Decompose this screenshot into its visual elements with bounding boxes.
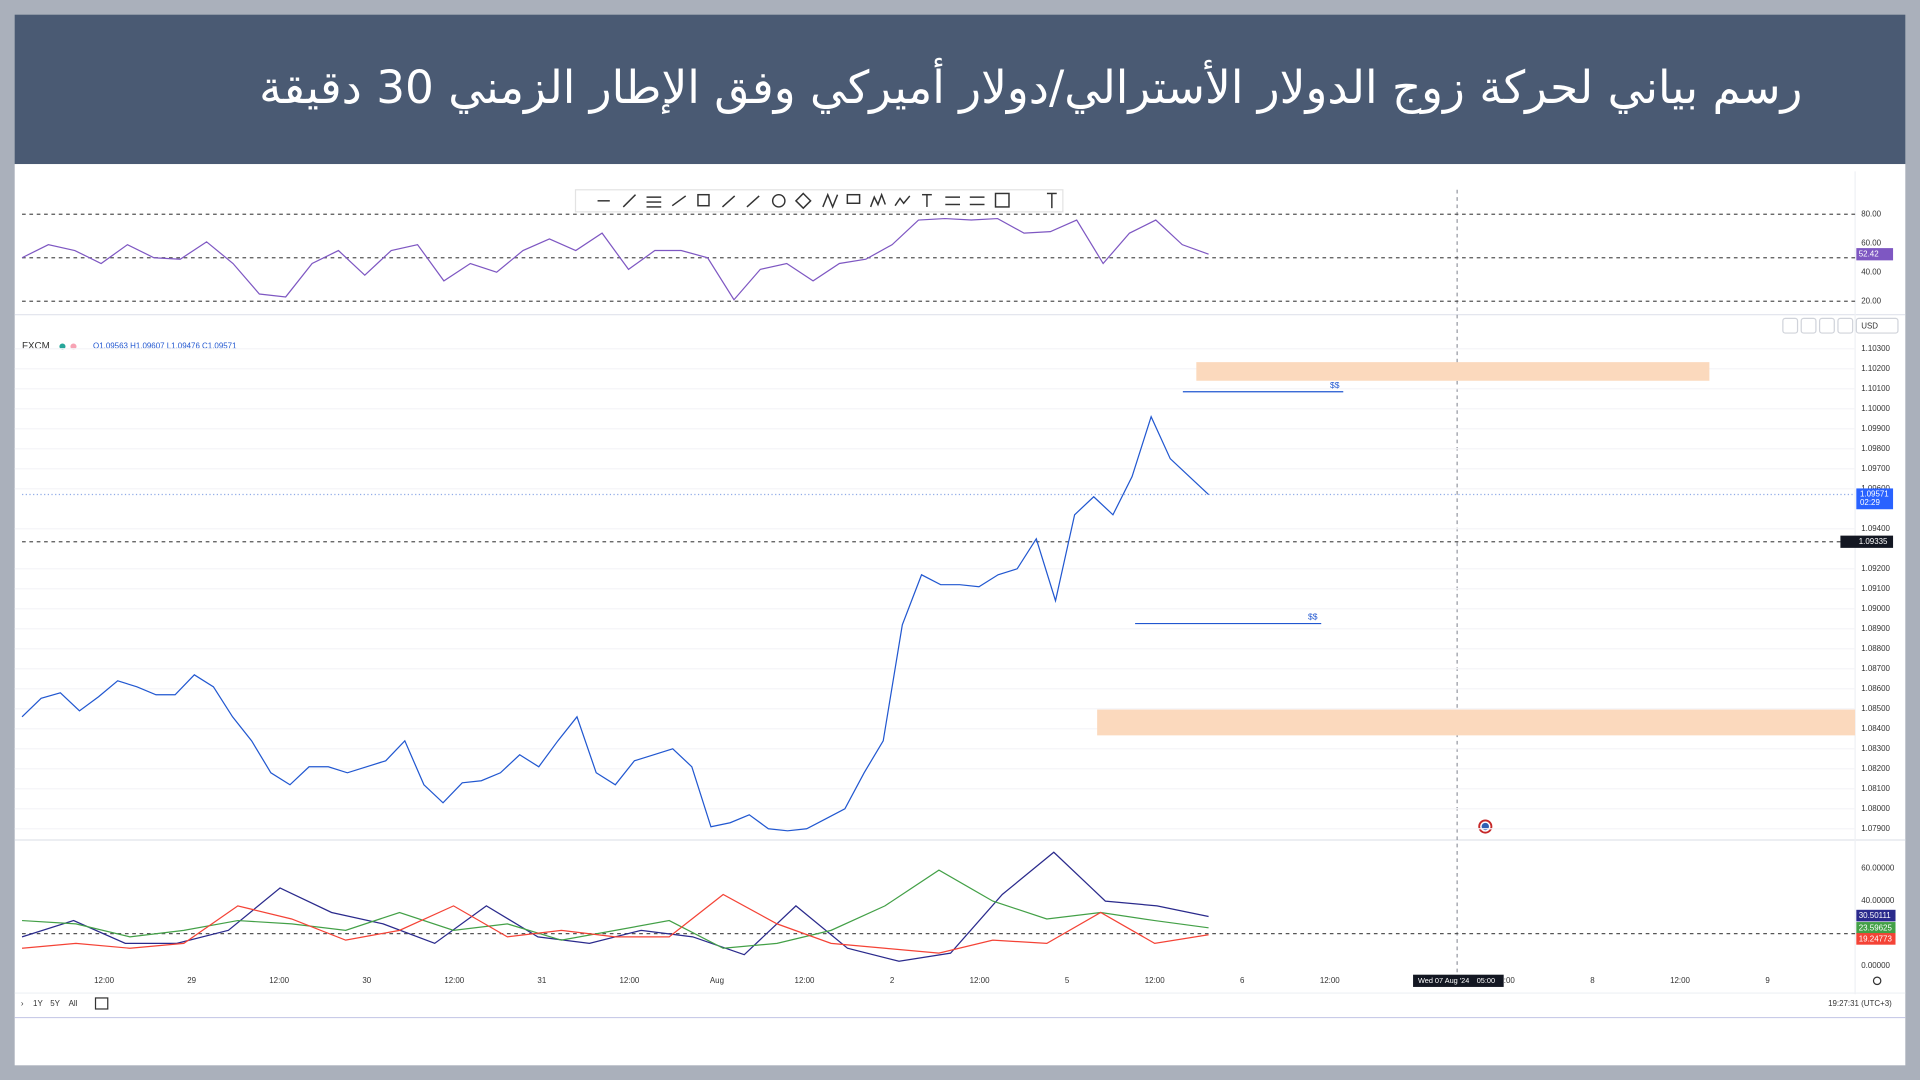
reset-button[interactable] — [1837, 317, 1854, 334]
time-tick-label: 12:00 — [1670, 976, 1690, 985]
time-tick-label: 12:00 — [970, 976, 990, 985]
price-line — [21, 414, 1209, 832]
scroll-up-button[interactable] — [1782, 317, 1799, 334]
time-tick-label: 5 — [1065, 976, 1070, 985]
price-tick-label: 1.10000 — [1861, 404, 1890, 413]
time-tick-label: 9 — [1765, 976, 1770, 985]
price-tick-label: 1.09400 — [1861, 524, 1890, 533]
dmi-last-box — [1856, 922, 1896, 934]
dmi-last-box — [1856, 909, 1896, 922]
crosshair-price-label: 1.09335 — [1859, 537, 1888, 546]
currency-button[interactable] — [1855, 317, 1899, 334]
time-tick-label: 12:00 — [795, 976, 815, 985]
price-tick-label: 1.08600 — [1861, 684, 1890, 693]
time-tick-label: 12:00 — [1320, 976, 1340, 985]
price-tick-label: 1.07900 — [1861, 824, 1890, 833]
status-dot — [70, 343, 77, 350]
price-tick-label: 1.08900 — [1861, 624, 1890, 633]
time-tick-label: 2 — [890, 976, 895, 985]
settings-icon[interactable] — [1872, 976, 1882, 986]
dmi-line — [22, 869, 1209, 949]
crosshair-time-box — [1413, 974, 1504, 987]
last-price-label: 1.09571 — [1860, 490, 1889, 499]
time-tick-label: 8 — [1590, 976, 1595, 985]
rsi-last-label: 52.42 — [1859, 249, 1879, 258]
toolbar-box — [574, 189, 1064, 213]
time-tick-label: 12:00 — [269, 976, 289, 985]
time-tick-label: 12:00 — [1495, 976, 1515, 985]
ohlc-label: O1.09563 H1.09607 L1.09476 C1.09571 — [93, 342, 237, 351]
price-tick-label: 1.08100 — [1861, 784, 1890, 793]
calendar-icon[interactable] — [94, 997, 109, 1010]
dmi-last-box — [1856, 933, 1896, 945]
price-tick-label: 1.08400 — [1861, 724, 1890, 733]
drawing-toolbar[interactable] — [574, 189, 1064, 213]
dmi-tick-label: 60.00000 — [1861, 864, 1895, 873]
price-tick-label: 1.10300 — [1861, 344, 1890, 353]
price-tick-label: 1.09200 — [1861, 564, 1890, 573]
price-tick-label: 1.09800 — [1861, 444, 1890, 453]
time-tick-label: 6 — [1240, 976, 1245, 985]
time-tick-label: 31 — [537, 976, 546, 985]
supply-demand-zone — [1196, 362, 1710, 381]
dmi-last-label: 23.59625 — [1859, 923, 1893, 932]
header-bar — [14, 14, 1906, 165]
time-tick-label: 12:00 — [94, 976, 114, 985]
price-tick-label: 1.08000 — [1861, 804, 1890, 813]
range-button[interactable]: All — [69, 999, 78, 1008]
liquidity-label: $$ — [1308, 612, 1318, 622]
dmi-last-label: 19.24773 — [1859, 934, 1893, 943]
header-title: رسم بياني لحركة زوج الدولار الأسترالي/دو… — [259, 57, 1802, 115]
last-price-box — [1856, 488, 1894, 510]
liquidity-label: $$ — [1330, 380, 1340, 390]
time-tick-label: Aug — [710, 976, 724, 985]
crosshair-time-label: 05:00 — [1477, 976, 1495, 985]
price-tick-label: 1.09900 — [1861, 424, 1890, 433]
toolbar-icons[interactable] — [597, 192, 1057, 210]
price-tick-label: 1.09100 — [1861, 584, 1890, 593]
collapse-arrow[interactable]: › — [21, 999, 24, 1008]
price-tick-label: 1.09600 — [1861, 484, 1890, 493]
rsi-tick-label: 20.00 — [1861, 296, 1881, 305]
dmi-tick-label: 0.00000 — [1861, 961, 1890, 970]
rsi-tick-label: 80.00 — [1861, 209, 1881, 218]
rsi-line — [21, 217, 1209, 301]
crosshair-price-box — [1840, 535, 1894, 548]
time-tick-label: 29 — [187, 976, 196, 985]
price-tick-label: 1.08700 — [1861, 664, 1890, 673]
symbol-label: FXCM — [22, 341, 50, 352]
rsi-last-label-box — [1856, 248, 1894, 261]
range-button[interactable]: 1Y — [33, 999, 43, 1008]
rsi-tick-label: 40.00 — [1861, 267, 1881, 276]
rsi-tick-label: 60.00 — [1861, 238, 1881, 247]
countdown-label: 02:29 — [1860, 498, 1880, 507]
price-tick-label: 1.09000 — [1861, 604, 1890, 613]
price-tick-label: 1.10200 — [1861, 364, 1890, 373]
time-tick-label: 12:00 — [444, 976, 464, 985]
scroll-down-button[interactable] — [1800, 317, 1817, 334]
price-tick-label: 1.08500 — [1861, 704, 1890, 713]
price-tick-label: 1.08200 — [1861, 764, 1890, 773]
clock-label: 19:27:31 (UTC+3) — [1828, 999, 1892, 1008]
close-button[interactable] — [1818, 317, 1835, 334]
status-dot — [59, 343, 66, 350]
chart-panel — [14, 164, 1906, 1066]
time-tick-label: 30 — [362, 976, 371, 985]
price-tick-label: 1.10100 — [1861, 384, 1890, 393]
supply-demand-zone — [1097, 709, 1856, 736]
range-button[interactable]: 5Y — [50, 999, 60, 1008]
price-tick-label: 1.08800 — [1861, 644, 1890, 653]
time-tick-label: 12:00 — [1145, 976, 1165, 985]
price-tick-label: 1.08300 — [1861, 744, 1890, 753]
dmi-line — [21, 893, 1209, 954]
dmi-tick-label: 40.00000 — [1861, 896, 1895, 905]
currency-label: USD — [1861, 321, 1878, 330]
price-tick-label: 1.09700 — [1861, 464, 1890, 473]
crosshair-date-label: Wed 07 Aug '24 — [1418, 976, 1469, 985]
dmi-last-label: 30.50111 — [1859, 911, 1892, 920]
time-tick-label: 12:00 — [619, 976, 639, 985]
axis-controls[interactable]: USD — [1782, 317, 1899, 334]
